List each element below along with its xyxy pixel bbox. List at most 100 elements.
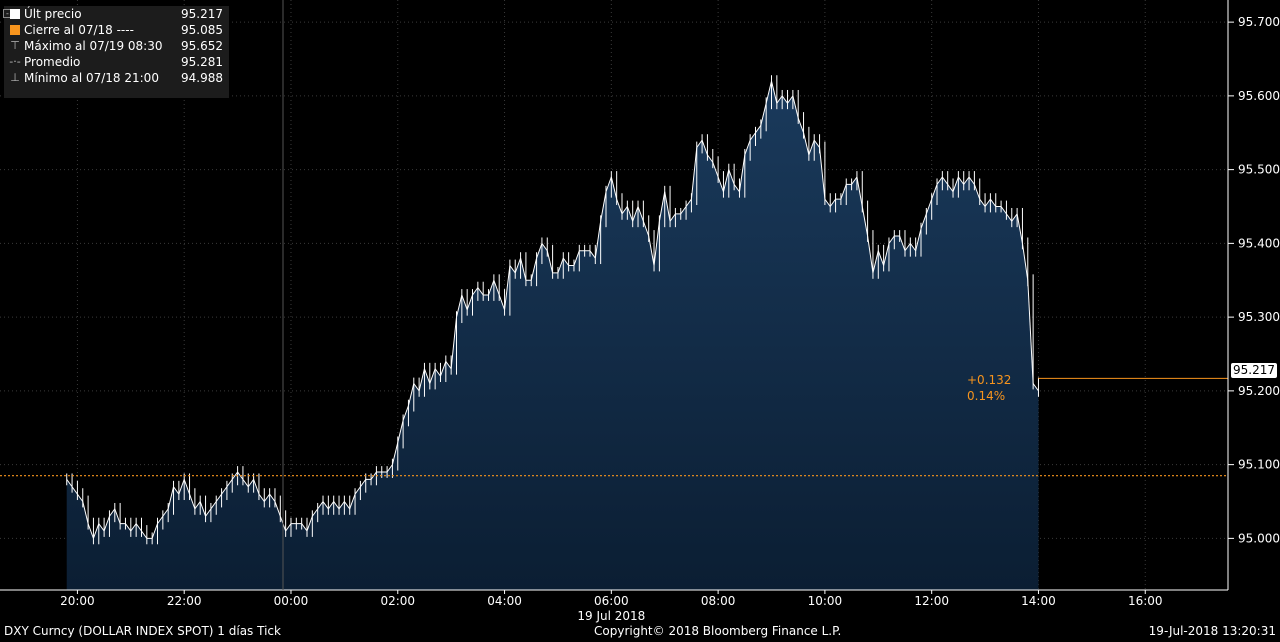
price-segment [541, 243, 548, 252]
x-tick-label: 06:00 [594, 594, 629, 608]
footer-ticker: DXY Curncy (DOLLAR INDEX SPOT) 1 días Ti… [4, 624, 281, 638]
price-segment [199, 501, 207, 517]
price-segment [242, 479, 249, 488]
price-segment [813, 139, 820, 148]
price-segment [71, 486, 78, 495]
price-segment [899, 235, 906, 251]
x-date-label: 19 Jul 2018 [577, 609, 645, 623]
price-segment [173, 486, 180, 495]
price-segment [792, 95, 799, 119]
price-segment [883, 243, 890, 266]
footer-timestamp: 19-Jul-2018 13:20:31 [1148, 624, 1276, 638]
price-segment [504, 265, 511, 310]
price-segment [530, 258, 538, 281]
price-segment [386, 464, 393, 473]
price-segment [829, 198, 836, 207]
price-segment [760, 103, 767, 126]
price-segment [920, 213, 927, 229]
price-segment [167, 486, 175, 509]
price-segment [973, 184, 981, 200]
price-segment [738, 154, 746, 192]
price-segment [728, 169, 735, 185]
price-segment [477, 287, 484, 296]
price-segment [979, 198, 986, 207]
price-segment [189, 493, 196, 510]
price-segment [322, 501, 329, 510]
legend-row-low[interactable]: ⊥ Mínimo al 07/18 21:00 94.988 [4, 70, 229, 86]
price-segment [840, 184, 847, 200]
change-absolute: +0.132 [967, 373, 1012, 387]
price-segment [744, 139, 751, 156]
price-segment [925, 198, 933, 215]
price-segment [509, 265, 516, 274]
price-segment [162, 508, 169, 517]
price-segment [493, 280, 500, 296]
x-tick-label: 02:00 [380, 594, 415, 608]
price-segment [354, 486, 361, 495]
legend-label: Cierre al 07/18 ---- [24, 23, 134, 37]
price-segment [957, 176, 965, 185]
price-segment [626, 206, 634, 222]
price-segment [589, 250, 596, 259]
price-segment [151, 523, 158, 539]
legend-row-close[interactable]: Cierre al 07/18 ---- 95.085 [4, 22, 229, 38]
price-segment [600, 191, 607, 222]
price-segment [311, 508, 319, 517]
price-segment [440, 361, 447, 377]
legend-row-last[interactable]: - Últ precio 95.217 [3, 6, 229, 22]
price-segment [915, 228, 922, 251]
price-segment [733, 184, 740, 193]
price-segment [819, 147, 826, 200]
price-area-fill [66, 81, 1039, 590]
price-segment [707, 154, 714, 163]
footer-copyright: Copyright© 2018 Bloomberg Finance L.P. [594, 624, 842, 638]
price-segment [546, 250, 554, 273]
price-segment [947, 184, 954, 193]
price-segment [514, 257, 522, 274]
price-segment [109, 508, 116, 517]
price-segment [92, 523, 100, 539]
price-segment [696, 139, 703, 148]
price-segment [610, 176, 618, 200]
price-segment [787, 95, 794, 104]
price-segment [648, 235, 655, 266]
legend-row-average[interactable]: -·- Promedio 95.281 [4, 54, 229, 70]
price-segment [557, 257, 564, 274]
price-segment [413, 383, 420, 392]
price-segment [498, 294, 506, 310]
price-segment [952, 176, 959, 192]
legend-row-high[interactable]: ⊤ Máximo al 07/19 08:30 95.652 [4, 38, 229, 54]
high-marker-icon: ⊤ [10, 39, 20, 52]
price-segment [605, 176, 612, 192]
price-segment [856, 176, 863, 207]
price-segment [114, 508, 121, 524]
price-segment [327, 501, 335, 510]
price-segment [418, 368, 425, 391]
price-area [66, 75, 1039, 590]
price-segment [712, 162, 719, 178]
price-segment [359, 479, 367, 488]
price-segment [931, 184, 938, 200]
x-tick-label: 10:00 [808, 594, 843, 608]
price-segment [664, 191, 671, 222]
price-segment [1006, 213, 1013, 222]
price-segment [349, 493, 356, 510]
y-tick-label: 95.700 [1238, 15, 1280, 29]
y-tick-label: 95.600 [1238, 89, 1280, 103]
legend-panel[interactable]: - Últ precio 95.217 Cierre al 07/18 ----… [3, 6, 229, 98]
price-segment [904, 243, 911, 252]
price-segment [343, 501, 351, 510]
price-segment [285, 523, 292, 532]
price-segment [269, 493, 276, 502]
price-segment [338, 501, 345, 510]
price-segment [642, 221, 650, 237]
price-segment [968, 176, 975, 185]
price-segment [861, 206, 869, 237]
x-tick-label: 12:00 [914, 594, 949, 608]
price-segment [808, 139, 815, 156]
price-segment [397, 420, 404, 443]
price-segment [263, 493, 271, 502]
price-segment [445, 361, 452, 370]
price-segment [1011, 213, 1018, 222]
